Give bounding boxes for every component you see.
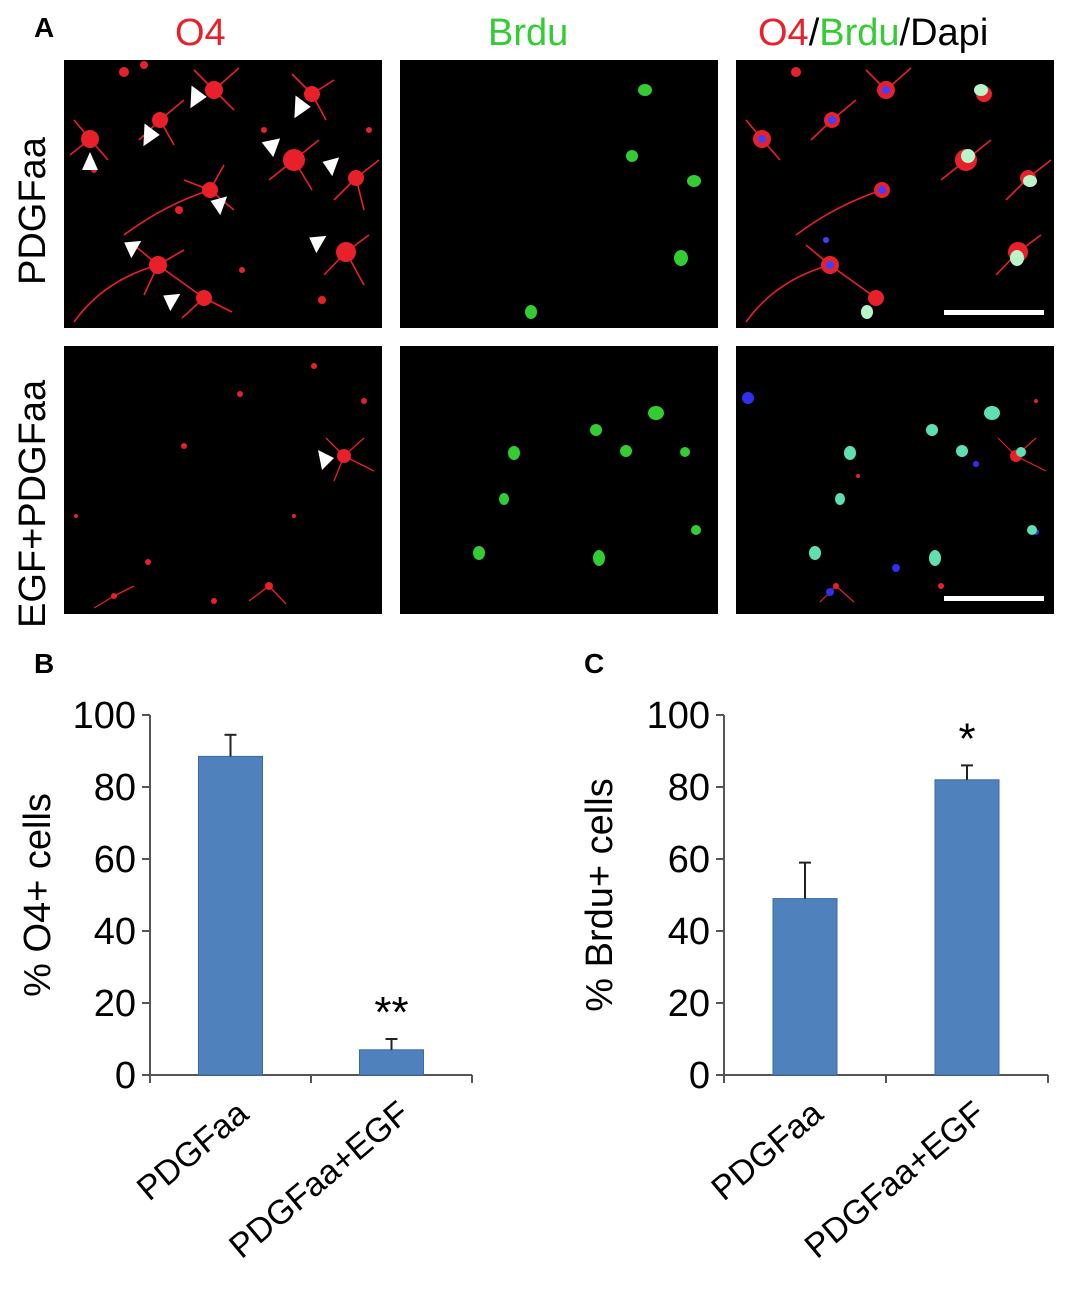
- panel-letter-a: A: [34, 12, 55, 43]
- micrograph-pdgfaa-o4: [64, 60, 382, 328]
- scale-bar: [944, 596, 1044, 601]
- y-tick-label: 60: [668, 839, 710, 881]
- y-tick-label: 0: [689, 1055, 710, 1097]
- micrograph-pdgfaa-merge: [736, 60, 1054, 328]
- row-label-egf-pdgfaa: EGF+PDGFaa: [12, 379, 54, 628]
- y-tick-label: 40: [668, 911, 710, 953]
- y-tick-label: 100: [73, 695, 136, 737]
- x-category-label: PDGFaa: [704, 1094, 830, 1208]
- micrograph-egf-pdgfaa-merge: [736, 346, 1054, 614]
- bar-pdgfaa-egf: [359, 1049, 424, 1076]
- panel-letter-c: C: [584, 648, 605, 679]
- y-tick-label: 80: [668, 767, 710, 809]
- bar-pdgfaa: [198, 755, 263, 1076]
- micrograph-egf-pdgfaa-o4: [64, 346, 382, 614]
- y-tick-label: 20: [94, 983, 136, 1025]
- merge-label-o4: O4: [758, 12, 809, 54]
- scale-bar: [944, 310, 1044, 315]
- merge-label-brdu: Brdu: [819, 12, 900, 54]
- bar-pdgfaa-egf: [934, 779, 1000, 1076]
- merge-separator: /: [808, 12, 820, 54]
- significance-marker: *: [958, 714, 975, 763]
- y-axis-label: % O4+ cells: [17, 793, 59, 997]
- micrograph-egf-pdgfaa-brdu: [400, 346, 718, 614]
- merge-separator: /: [899, 12, 911, 54]
- column-title-brdu: Brdu: [488, 12, 569, 54]
- column-title-merge: O4/Brdu/Dapi: [758, 12, 988, 55]
- micrograph-pdgfaa-brdu: [400, 60, 718, 328]
- y-tick-label: 60: [94, 839, 136, 881]
- column-title-o4: O4: [175, 12, 226, 54]
- y-tick-label: 100: [647, 695, 710, 737]
- x-category-label: PDGFaa: [130, 1094, 256, 1208]
- y-tick-label: 0: [115, 1055, 136, 1097]
- significance-marker: **: [374, 988, 408, 1037]
- y-tick-label: 20: [668, 983, 710, 1025]
- row-label-pdgfaa: PDGFaa: [12, 137, 54, 285]
- y-axis-label: % Brdu+ cells: [579, 778, 621, 1011]
- merge-label-dapi: Dapi: [910, 12, 989, 54]
- y-tick-label: 40: [94, 911, 136, 953]
- y-tick-label: 80: [94, 767, 136, 809]
- bar-pdgfaa: [772, 898, 838, 1076]
- panel-letter-b: B: [34, 648, 55, 679]
